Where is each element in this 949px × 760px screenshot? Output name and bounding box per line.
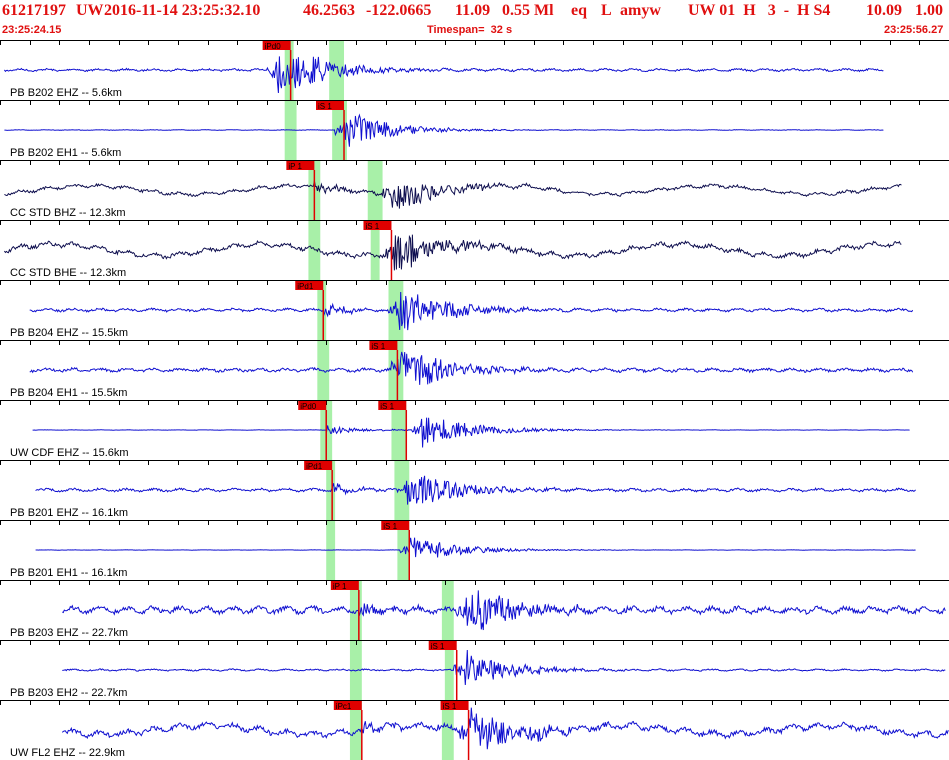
- pick-flag-1-0: [316, 101, 345, 110]
- station-label-10: PB B203 EH2 -- 22.7km: [10, 687, 127, 699]
- pick-window-10-1: [349, 640, 362, 700]
- station-label-1: PB B202 EH1 -- 5.6km: [10, 147, 121, 159]
- station-label-8: PB B201 EH1 -- 16.1km: [10, 567, 127, 579]
- pick-label-11-1: iS 1: [443, 702, 457, 711]
- analyst: amyw: [620, 2, 661, 19]
- magnitude: 0.55 Ml: [502, 2, 554, 19]
- solution-quality: UW 01 H 3 - H S4: [688, 2, 831, 19]
- waveform-4: [29, 291, 914, 331]
- pick-window-0-1: [329, 40, 345, 100]
- pick-flag-6-1: [378, 401, 407, 410]
- gap: 1.00: [915, 2, 943, 19]
- station-label-3: CC STD BHE -- 12.3km: [10, 267, 126, 279]
- pick-label-7-0: iPd1: [306, 462, 323, 471]
- pick-flag-6-0: [298, 401, 327, 410]
- event-flag: L: [601, 2, 612, 19]
- event-id: 61217197: [2, 2, 66, 19]
- start-time: 23:25:24.15: [2, 24, 62, 36]
- timespan: Timespan= 32 s: [427, 24, 513, 36]
- pick-label-0-0: iPd0: [265, 42, 282, 51]
- station-label-11: UW FL2 EHZ -- 22.9km: [10, 747, 125, 759]
- pick-label-2-0: iP 1: [288, 162, 302, 171]
- pick-flag-11-1: [440, 701, 469, 710]
- event-type: eq: [571, 2, 587, 19]
- pick-label-6-1: iS 1: [380, 402, 394, 411]
- depth: 11.09: [455, 2, 491, 19]
- waveform-0: [3, 56, 884, 94]
- pick-window-9-1: [441, 580, 454, 640]
- waveform-2: [4, 180, 902, 209]
- pick-label-11-0: iPc1: [336, 702, 352, 711]
- pick-window-0-0: [284, 40, 294, 100]
- pick-label-10-0: iS 1: [431, 642, 445, 651]
- longitude: -122.0665: [366, 2, 432, 19]
- pick-label-6-0: iPd0: [300, 402, 317, 411]
- waveform-8: [35, 537, 916, 558]
- waveform-9: [62, 590, 946, 631]
- waveform-3: [3, 234, 902, 271]
- pick-label-8-0: iS 1: [383, 522, 397, 531]
- pick-flag-11-0: [333, 701, 362, 710]
- waveform-11: [61, 707, 949, 750]
- pick-window-4-0: [317, 280, 327, 340]
- station-label-6: UW CDF EHZ -- 15.6km: [10, 447, 129, 459]
- station-label-2: CC STD BHZ -- 12.3km: [10, 207, 126, 219]
- end-time: 23:25:56.27: [884, 24, 944, 36]
- waveform-1: [4, 113, 884, 147]
- pick-window-11-0: [349, 700, 362, 760]
- waveform-5: [29, 351, 914, 385]
- pick-flag-5-0: [369, 341, 398, 350]
- pick-flag-8-0: [381, 521, 410, 530]
- pick-label-1-0: iS 1: [318, 102, 332, 111]
- waveform-6: [32, 417, 910, 448]
- pick-flag-3-0: [363, 221, 392, 230]
- rms: 10.09: [866, 2, 902, 19]
- pick-flag-9-0: [330, 581, 359, 590]
- pick-window-7-0: [326, 460, 336, 520]
- pick-window-2-1: [367, 160, 383, 220]
- pick-flag-0-0: [262, 41, 291, 50]
- pick-flag-4-0: [295, 281, 324, 290]
- pick-window-11-1: [441, 700, 454, 760]
- station-label-4: PB B204 EHZ -- 15.5km: [10, 327, 128, 339]
- station-label-0: PB B202 EHZ -- 5.6km: [10, 87, 122, 99]
- station-label-9: PB B203 EHZ -- 22.7km: [10, 627, 128, 639]
- pick-flag-2-0: [286, 161, 315, 170]
- pick-label-9-0: iP 1: [333, 582, 347, 591]
- origin-time: 2016-11-14 23:25:32.10: [104, 2, 261, 19]
- pick-label-5-0: iS 1: [371, 342, 385, 351]
- event-header: 61217197 UW 2016-11-14 23:25:32.10 46.25…: [0, 0, 949, 22]
- station-label-5: PB B204 EH1 -- 15.5km: [10, 387, 127, 399]
- pick-window-5-1: [317, 340, 330, 400]
- pick-window-9-0: [349, 580, 362, 640]
- station-label-7: PB B201 EHZ -- 16.1km: [10, 507, 128, 519]
- event-network: UW: [76, 2, 104, 19]
- pick-flag-10-0: [428, 641, 457, 650]
- pick-label-3-0: iS 1: [365, 222, 379, 231]
- pick-flag-7-0: [304, 461, 333, 470]
- waveform-10: [62, 649, 946, 686]
- pick-label-4-0: iPd1: [297, 282, 314, 291]
- pick-window-3-0: [370, 220, 380, 280]
- waveform-7: [35, 475, 916, 505]
- latitude: 46.2563: [303, 2, 355, 19]
